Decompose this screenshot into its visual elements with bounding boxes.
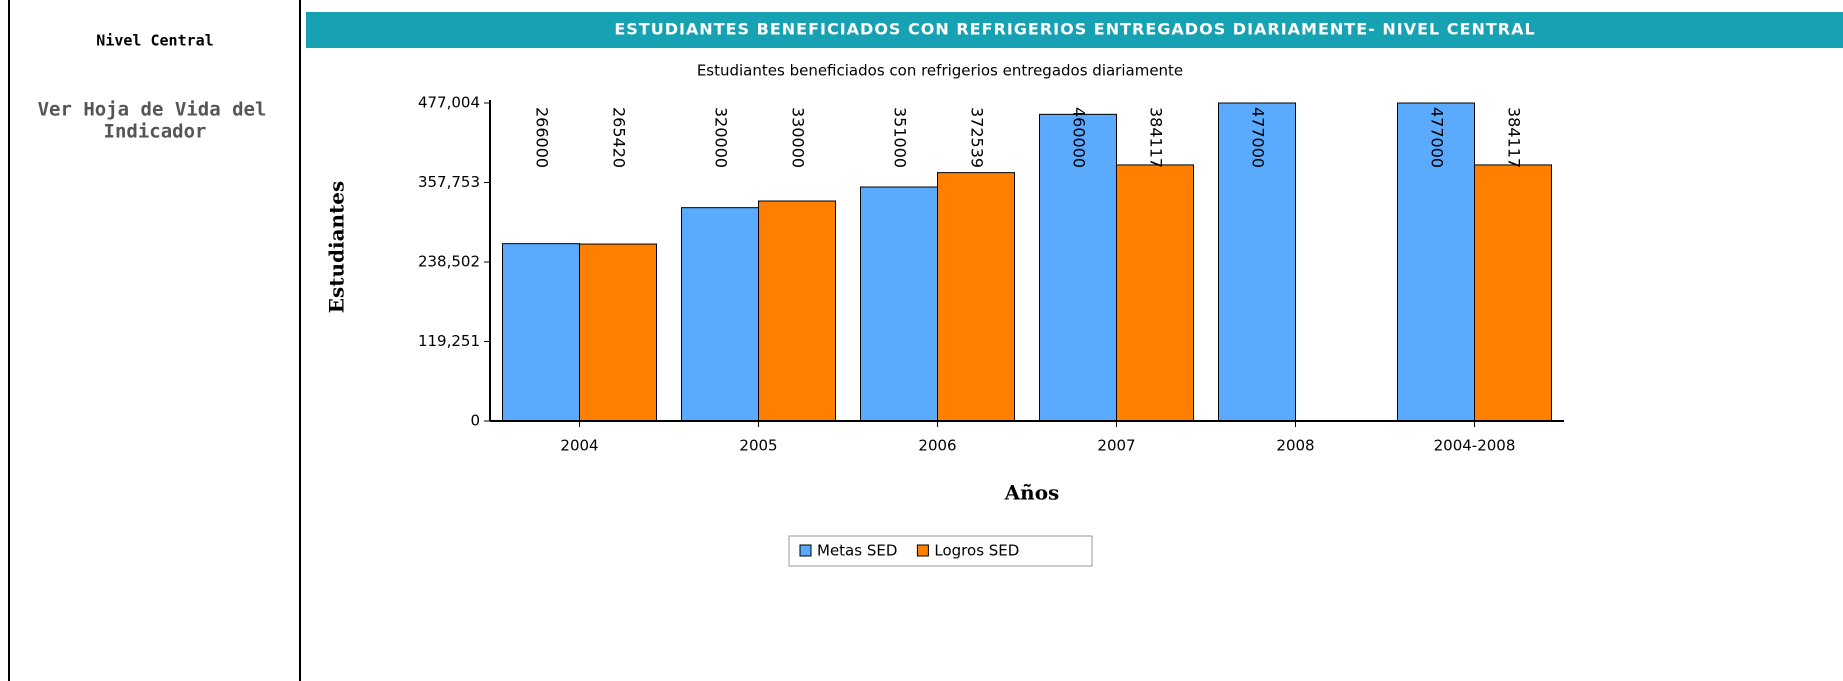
value-label: 384117 [1505, 107, 1524, 168]
x-tick-label: 2005 [739, 437, 777, 455]
bar [502, 243, 580, 422]
y-tick-label: 119,251 [418, 332, 480, 350]
bar [1218, 102, 1296, 422]
value-label: 477000 [1249, 107, 1268, 168]
y-tick-label: 0 [470, 412, 480, 430]
y-axis-label: Estudiantes [325, 181, 349, 314]
x-tick-label: 2004 [560, 437, 598, 455]
value-label: 384117 [1147, 107, 1166, 168]
value-label: 265420 [610, 107, 629, 168]
legend-box [788, 535, 1093, 567]
sidebar-link[interactable]: Indicador [104, 121, 207, 143]
value-label: 460000 [1070, 107, 1089, 168]
bar [681, 207, 759, 422]
x-tick-label: 2008 [1276, 437, 1314, 455]
bar [1116, 164, 1194, 422]
value-label: 372539 [968, 107, 987, 168]
bar [579, 243, 657, 422]
legend-label: Metas SED [817, 542, 897, 560]
bar [758, 200, 836, 422]
legend-swatch [799, 544, 812, 557]
y-tick-label: 238,502 [418, 253, 480, 271]
header-bar [306, 12, 1843, 48]
value-label: 320000 [712, 107, 731, 168]
bar [1397, 102, 1475, 422]
x-tick-label: 2004-2008 [1434, 437, 1516, 455]
sidebar-link[interactable]: Ver Hoja de Vida del [38, 99, 267, 121]
sidebar-section: Nivel Central [96, 32, 213, 50]
x-tick-label: 2006 [918, 437, 956, 455]
value-label: 351000 [891, 107, 910, 168]
value-label: 330000 [789, 107, 808, 168]
bar [860, 186, 938, 422]
y-tick-label: 477,004 [418, 94, 480, 112]
bar [937, 172, 1015, 422]
x-tick-label: 2007 [1097, 437, 1135, 455]
value-label: 477000 [1428, 107, 1447, 168]
legend-swatch [916, 544, 929, 557]
value-label: 266000 [533, 107, 552, 168]
chart-title: Estudiantes beneficiados con refrigerios… [697, 62, 1183, 80]
bar [1474, 164, 1552, 422]
y-tick-label: 357,753 [418, 173, 480, 191]
legend-label: Logros SED [934, 542, 1019, 560]
header-title: ESTUDIANTES BENEFICIADOS CON REFRIGERIOS… [614, 20, 1535, 39]
x-axis-label: Años [1004, 481, 1060, 505]
